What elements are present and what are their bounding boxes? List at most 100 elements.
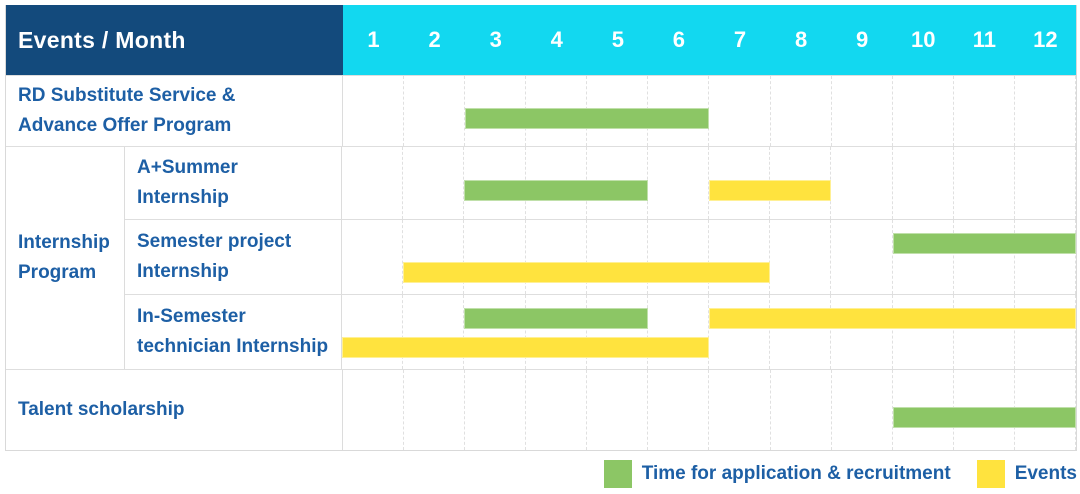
month-header-cell: 5 bbox=[611, 27, 624, 52]
month-gridline-cell bbox=[648, 295, 710, 369]
gantt-bar-green bbox=[465, 108, 710, 129]
table-row: A+Summer Internship bbox=[125, 147, 1077, 219]
month-grid bbox=[342, 220, 1077, 294]
month-gridline-cell bbox=[954, 147, 1015, 219]
month-gridline-cell bbox=[587, 295, 648, 369]
month-gridline-cell bbox=[526, 370, 588, 450]
month-gridline-cell bbox=[587, 370, 649, 450]
month-gridline-cell bbox=[526, 220, 587, 294]
month-gridline-cell bbox=[648, 220, 710, 294]
table-row: RD Substitute Service & Advance Offer Pr… bbox=[6, 75, 1076, 146]
month-gridline-cell bbox=[1015, 76, 1076, 146]
month-gridline-cell bbox=[1015, 147, 1077, 219]
month-gridline-cell bbox=[709, 370, 771, 450]
month-gridline-cell bbox=[832, 76, 893, 146]
row-label: Semester project Internship bbox=[125, 220, 342, 294]
month-gridline-cell bbox=[1015, 295, 1077, 369]
gantt-bar-yellow bbox=[709, 308, 1076, 329]
month-gridline-cell bbox=[832, 370, 893, 450]
table-group-internship-program: Internship Program A+Summer Internship Sem… bbox=[6, 146, 1077, 369]
month-gridline-cell bbox=[343, 370, 405, 450]
events-month-table: Events / Month 1 2 3 4 5 6 7 8 9 10 11 12 RD Substi… bbox=[5, 5, 1077, 451]
month-header-cell: 8 bbox=[794, 27, 808, 52]
row-label: In-Semester technician Internship bbox=[125, 295, 342, 369]
gantt-bar-green bbox=[464, 308, 648, 329]
table-row: Talent scholarship bbox=[6, 369, 1076, 450]
month-gridline-cell bbox=[770, 220, 832, 294]
month-gridline-cell bbox=[771, 370, 832, 450]
month-gridline-cell bbox=[465, 370, 527, 450]
month-gridline-cell bbox=[342, 295, 404, 369]
month-gridline-cell bbox=[343, 76, 405, 146]
month-gridline-cell bbox=[404, 370, 466, 450]
month-gridline-cell bbox=[404, 76, 466, 146]
month-gridline-cell bbox=[893, 76, 954, 146]
month-gridline-cell bbox=[342, 147, 404, 219]
month-grid bbox=[342, 295, 1077, 369]
month-gridline-cell bbox=[954, 220, 1015, 294]
month-gridline-cell bbox=[648, 370, 710, 450]
row-label: A+Summer Internship bbox=[125, 147, 342, 219]
month-gridline-cell bbox=[403, 220, 465, 294]
legend-swatch-green bbox=[603, 460, 632, 488]
legend: Time for application & recruitment Events bbox=[603, 460, 1077, 488]
month-header-cell: 7 bbox=[733, 27, 747, 52]
month-gridline-cell bbox=[831, 220, 893, 294]
month-gridline-cell bbox=[893, 147, 954, 219]
legend-swatch-yellow bbox=[976, 460, 1005, 488]
table-header-row: Events / Month 1 2 3 4 5 6 7 8 9 10 11 12 bbox=[6, 5, 1076, 75]
group-rows: A+Summer Internship Semester project Inte… bbox=[125, 147, 1077, 369]
month-gridline-cell bbox=[954, 76, 1015, 146]
month-grid bbox=[342, 147, 1077, 219]
month-gridline-cell bbox=[403, 147, 465, 219]
month-gridline-cell bbox=[831, 295, 893, 369]
month-gridline-cell bbox=[464, 220, 526, 294]
legend-item-green: Time for application & recruitment bbox=[603, 460, 951, 488]
month-gridline-cell bbox=[587, 220, 648, 294]
month-gridline-cell bbox=[893, 295, 954, 369]
month-gridline-cell bbox=[342, 220, 404, 294]
month-grid bbox=[343, 370, 1076, 450]
month-gridline-cell bbox=[831, 147, 893, 219]
month-gridline-cell bbox=[1015, 220, 1077, 294]
month-gridline-cell bbox=[526, 295, 587, 369]
table-row: In-Semester technician Internship bbox=[125, 294, 1077, 369]
month-header-cell: 10 bbox=[911, 27, 936, 52]
month-header-cell: 3 bbox=[489, 27, 502, 52]
month-gridline-cell bbox=[648, 147, 710, 219]
month-header-strip: 1 2 3 4 5 6 7 8 9 10 11 12 bbox=[343, 5, 1076, 75]
table-body: RD Substitute Service & Advance Offer Pr… bbox=[6, 75, 1077, 450]
month-header-cell: 11 bbox=[972, 27, 996, 52]
month-gridline-cell bbox=[464, 295, 526, 369]
row-label: Talent scholarship bbox=[6, 370, 343, 450]
month-grid bbox=[343, 76, 1076, 146]
month-gridline-cell bbox=[709, 295, 771, 369]
month-header-cell: 9 bbox=[856, 27, 869, 52]
gantt-bar-green bbox=[892, 233, 1076, 254]
month-header-cell: 12 bbox=[1033, 27, 1058, 52]
legend-item-yellow: Events bbox=[976, 460, 1077, 488]
gantt-bar-green bbox=[892, 407, 1076, 428]
gantt-bar-yellow bbox=[709, 180, 832, 201]
month-gridline-cell bbox=[709, 220, 771, 294]
month-gridline-cell bbox=[954, 295, 1015, 369]
month-gridline-cell bbox=[709, 76, 771, 146]
gantt-bar-yellow bbox=[403, 262, 771, 283]
month-header-cell: 6 bbox=[672, 27, 686, 52]
month-header-cell: 1 bbox=[367, 27, 380, 52]
month-header-cell: 2 bbox=[428, 27, 441, 52]
row-label: RD Substitute Service & Advance Offer Pr… bbox=[6, 76, 343, 146]
month-header-cell: 4 bbox=[550, 27, 563, 52]
table-row: Semester project Internship bbox=[125, 219, 1077, 294]
legend-label: Events bbox=[1014, 463, 1077, 484]
gantt-bar-yellow bbox=[342, 337, 709, 358]
month-gridline-cell bbox=[893, 220, 954, 294]
month-gridline-cell bbox=[771, 76, 832, 146]
gantt-bar-green bbox=[464, 180, 648, 201]
month-gridline-cell bbox=[403, 295, 465, 369]
table-header-title: Events / Month bbox=[6, 5, 343, 75]
group-label: Internship Program bbox=[6, 147, 125, 369]
legend-label: Time for application & recruitment bbox=[641, 463, 951, 484]
month-gridline-cell bbox=[770, 295, 832, 369]
